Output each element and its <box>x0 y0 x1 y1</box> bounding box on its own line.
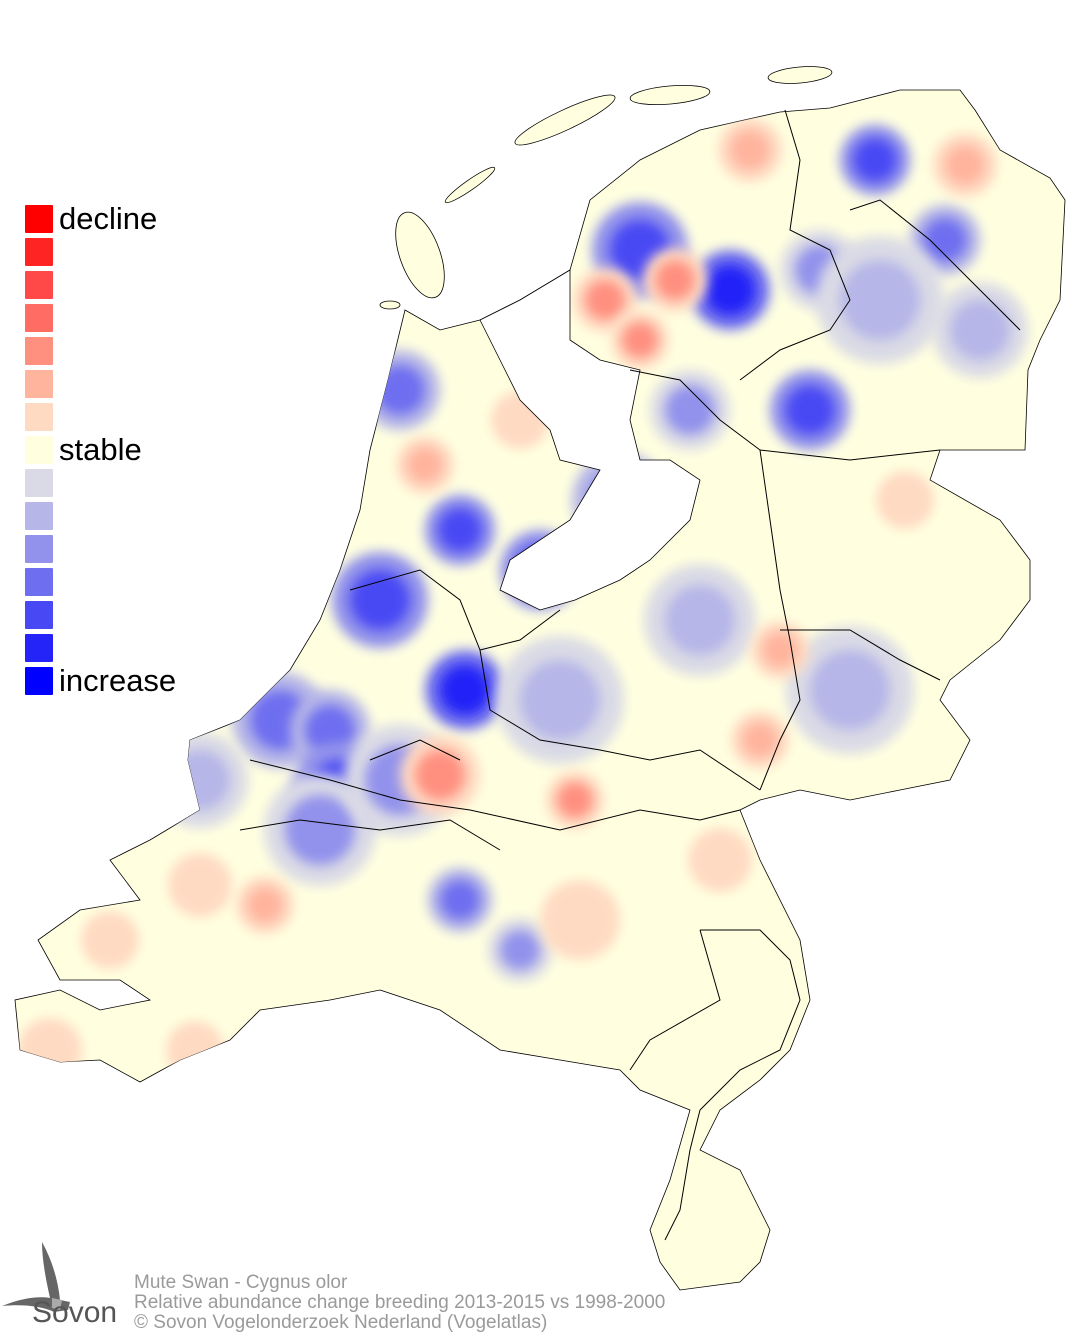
province-borders <box>239 109 1021 1241</box>
increase-hotspot <box>440 880 480 920</box>
decline-hotspot <box>585 280 625 320</box>
border-line <box>664 1109 701 1241</box>
decline-hotspot <box>655 260 695 300</box>
legend-swatch <box>25 469 53 497</box>
border-line <box>849 199 1021 331</box>
increase-hotspot <box>665 585 735 655</box>
legend-swatch <box>25 337 53 365</box>
decline-hotspot <box>247 887 283 923</box>
decline-hotspot <box>30 1030 70 1070</box>
copyright: © Sovon Vogelonderzoek Nederland (Vogela… <box>134 1312 548 1333</box>
increase-hotspot <box>440 665 490 715</box>
legend-swatch <box>25 667 53 695</box>
island <box>767 66 833 84</box>
increase-hotspot <box>840 260 920 340</box>
increase-hotspot <box>170 750 230 810</box>
increase-hotspot <box>438 508 482 552</box>
border-line <box>629 929 721 1071</box>
increase-hotspot <box>375 365 425 415</box>
increase-hotspot <box>785 385 835 435</box>
island <box>395 211 445 299</box>
decline-hotspot <box>557 782 593 818</box>
legend-swatch <box>25 370 53 398</box>
border-line <box>369 739 461 761</box>
increase-hotspot <box>665 385 715 435</box>
legend-label-stable: stable <box>59 432 142 467</box>
border-line <box>759 449 941 461</box>
decline-hotspot <box>407 447 443 483</box>
decline-hotspot <box>180 865 220 905</box>
legend-swatch <box>25 271 53 299</box>
sovon-logo-text: Sovon <box>32 1296 118 1329</box>
decline-hotspot <box>742 722 778 758</box>
increase-hotspot <box>285 795 355 865</box>
island <box>629 84 711 106</box>
decline-hotspot <box>555 895 605 945</box>
legend-label-decline: decline <box>59 201 158 236</box>
border-line <box>739 109 851 381</box>
border-line <box>249 759 741 831</box>
ijsselmeer-water <box>479 269 701 611</box>
decline-hotspot <box>415 750 465 800</box>
increase-hotspot <box>923 218 967 262</box>
legend-swatch <box>25 601 53 629</box>
legend-swatch <box>25 403 53 431</box>
decline-hotspot <box>92 922 128 958</box>
border-line <box>479 609 561 651</box>
increase-hotspot <box>500 930 540 970</box>
island <box>444 166 496 204</box>
island <box>514 94 616 146</box>
decline-hotspot <box>762 632 798 668</box>
decline-hotspot <box>622 322 658 358</box>
map-description: Relative abundance change breeding 2013-… <box>134 1292 666 1313</box>
increase-hotspot <box>950 300 1010 360</box>
sovon-swallow-logo <box>2 1242 70 1312</box>
legend-swatch <box>25 205 53 233</box>
border-line <box>629 369 801 791</box>
decline-hotspot <box>177 1032 213 1068</box>
border-line <box>239 819 501 851</box>
decline-hotspot <box>700 840 740 880</box>
decline-hotspot <box>730 130 770 170</box>
decline-hotspot <box>887 482 923 518</box>
wadden-islands <box>379 66 833 310</box>
map-caption: Mute Swan - Cygnus olor Relative abundan… <box>134 1273 665 1333</box>
legend-swatch <box>25 502 53 530</box>
species-name: Mute Swan - Cygnus olor <box>134 1272 348 1293</box>
increase-hotspot <box>520 660 600 740</box>
legend-swatch <box>25 436 53 464</box>
increase-hotspot <box>350 570 410 630</box>
decline-hotspot <box>502 402 538 438</box>
legend-swatch <box>25 568 53 596</box>
increase-hotspot <box>810 650 890 730</box>
border-line <box>349 569 761 791</box>
legend-swatch <box>25 304 53 332</box>
legend-label-increase: increase <box>59 663 177 698</box>
border-line <box>780 629 941 681</box>
border-line <box>699 929 801 1111</box>
increase-hotspot <box>853 138 897 182</box>
legend-swatch <box>25 634 53 662</box>
island <box>379 300 401 310</box>
legend-swatch <box>25 238 53 266</box>
increase-hotspot <box>705 265 755 315</box>
legend-swatch <box>25 535 53 563</box>
decline-hotspot <box>945 145 985 185</box>
